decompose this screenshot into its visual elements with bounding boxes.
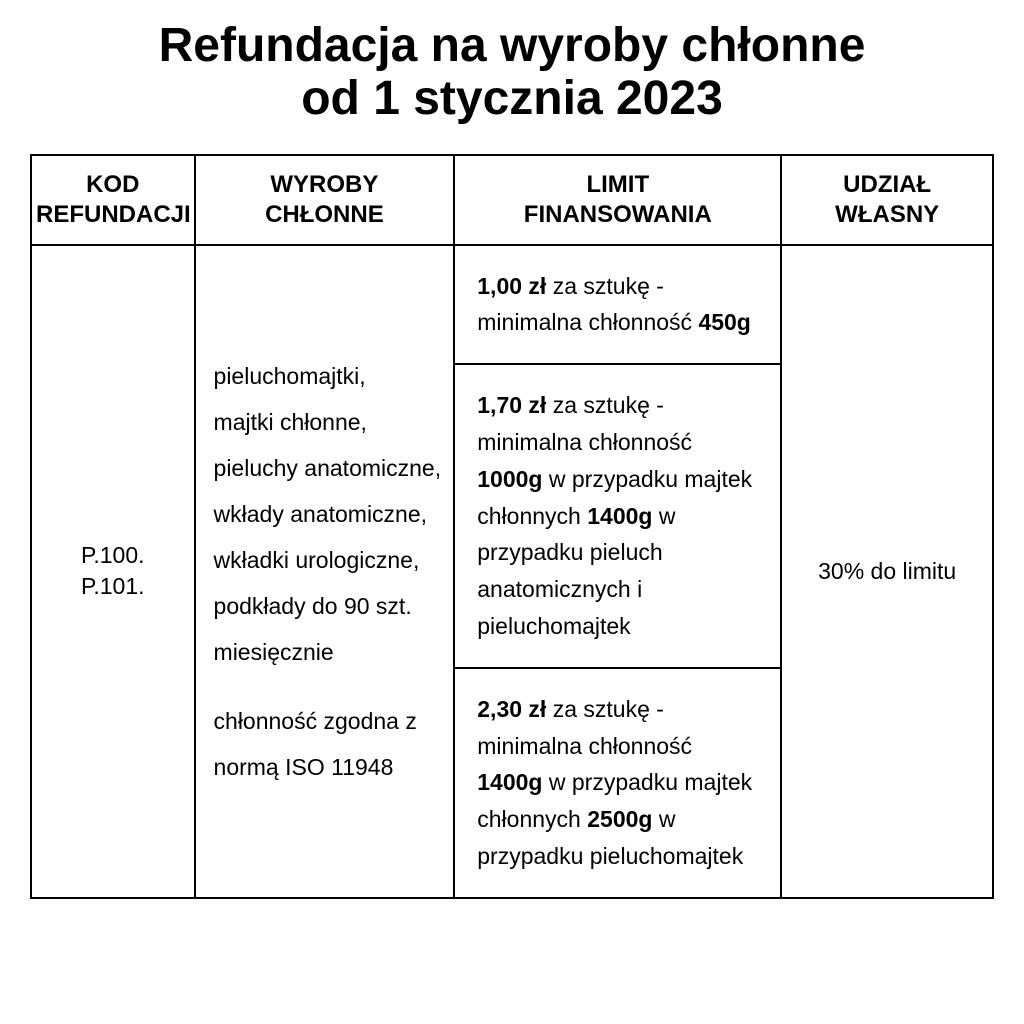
limit1-price: 1,00 zł [477, 273, 546, 299]
header-own-l2: WŁASNY [835, 201, 939, 228]
header-products-l1: WYROBY [270, 171, 378, 198]
header-products: WYROBY CHŁONNE [195, 155, 455, 245]
cell-own-share: 30% do limitu [781, 245, 993, 898]
limit3-price: 2,30 zł [477, 696, 546, 722]
refund-table: KOD REFUNDACJI WYROBY CHŁONNE LIMIT FINA… [30, 154, 994, 899]
limit3-v1: 1400g [477, 769, 542, 795]
header-products-l2: CHŁONNE [265, 201, 384, 228]
header-code-l1: KOD [86, 171, 139, 198]
table-row: P.100. P.101. pieluchomajtki, majtki chł… [31, 245, 993, 365]
header-own-l1: UDZIAŁ [843, 171, 931, 198]
cell-limit-3: 2,30 zł za sztukę - minimalna chłonność … [454, 668, 781, 898]
cell-products: pieluchomajtki, majtki chłonne, pieluchy… [195, 245, 455, 898]
limit1-val: 450g [698, 309, 750, 335]
title-line2: od 1 stycznia 2023 [301, 72, 723, 125]
products-note-l1: chłonność zgodna z [214, 708, 417, 734]
cell-limit-1: 1,00 zł za sztukę - minimalna chłonność … [454, 245, 781, 365]
products-l7: miesięcznie [214, 639, 334, 665]
limit3-v2: 2500g [587, 806, 652, 832]
products-l2: majtki chłonne, [214, 409, 367, 435]
header-code: KOD REFUNDACJI [31, 155, 195, 245]
header-code-l2: REFUNDACJI [36, 201, 191, 228]
limit2-v2: 1400g [587, 503, 652, 529]
cell-code: P.100. P.101. [31, 245, 195, 898]
table-header-row: KOD REFUNDACJI WYROBY CHŁONNE LIMIT FINA… [31, 155, 993, 245]
own-share-value: 30% do limitu [818, 558, 956, 584]
page-title: Refundacja na wyroby chłonne od 1 styczn… [30, 20, 994, 126]
header-limit-l1: LIMIT [586, 171, 649, 198]
products-l6: podkłady do 90 szt. [214, 593, 412, 619]
header-own: UDZIAŁ WŁASNY [781, 155, 993, 245]
header-limit: LIMIT FINANSOWANIA [454, 155, 781, 245]
products-l5: wkładki urologiczne, [214, 547, 420, 573]
products-l4: wkłady anatomiczne, [214, 501, 428, 527]
products-l3: pieluchy anatomiczne, [214, 455, 442, 481]
code-line1: P.100. [81, 542, 145, 568]
products-l1: pieluchomajtki, [214, 363, 366, 389]
products-note-l2: normą ISO 11948 [214, 754, 394, 780]
limit2-v1: 1000g [477, 466, 542, 492]
cell-limit-2: 1,70 zł za sztukę - minimalna chłonność … [454, 364, 781, 668]
header-limit-l2: FINANSOWANIA [524, 201, 712, 228]
limit2-price: 1,70 zł [477, 392, 546, 418]
title-line1: Refundacja na wyroby chłonne [159, 19, 866, 72]
code-line2: P.101. [81, 573, 145, 599]
